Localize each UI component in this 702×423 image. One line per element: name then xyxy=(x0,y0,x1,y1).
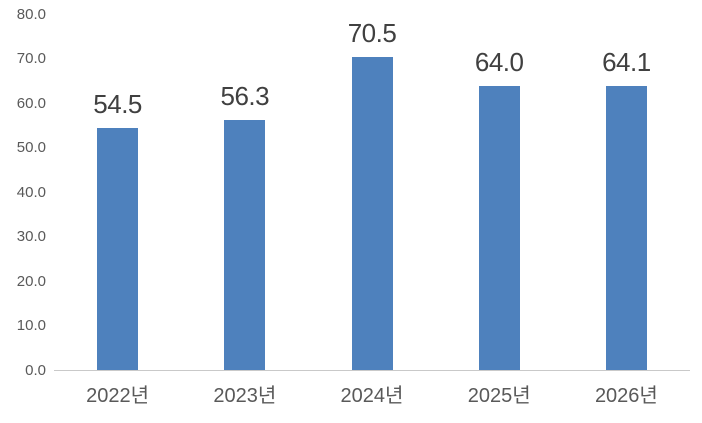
bar xyxy=(97,128,139,371)
y-tick-label: 0.0 xyxy=(25,361,46,379)
bar xyxy=(224,120,266,371)
bar-value-label: 64.0 xyxy=(474,47,524,78)
x-tick-label: 2023년 xyxy=(213,385,277,407)
x-tick-label: 2025년 xyxy=(467,385,531,407)
y-tick-label: 60.0 xyxy=(16,94,46,112)
y-tick-label: 80.0 xyxy=(16,6,46,23)
x-axis-line xyxy=(54,369,690,372)
y-tick-label: 20.0 xyxy=(16,272,46,290)
x-tick-label: 2022년 xyxy=(86,385,150,407)
y-tick-label: 30.0 xyxy=(16,228,46,246)
bar xyxy=(605,85,647,371)
y-tick-label: 70.0 xyxy=(16,50,46,68)
y-tick-label: 50.0 xyxy=(16,139,46,157)
bar-value-label: 64.1 xyxy=(602,46,651,77)
bar-value-label: 70.5 xyxy=(347,18,397,49)
bar xyxy=(478,86,520,371)
x-tick-label: 2024년 xyxy=(340,385,404,407)
bar-value-label: 56.3 xyxy=(220,81,270,112)
y-tick-label: 40.0 xyxy=(16,183,46,201)
x-tick-label: 2026년 xyxy=(594,385,658,407)
y-tick-label: 10.0 xyxy=(16,317,46,335)
bar-value-label: 54.5 xyxy=(93,89,142,120)
bar xyxy=(351,57,393,371)
